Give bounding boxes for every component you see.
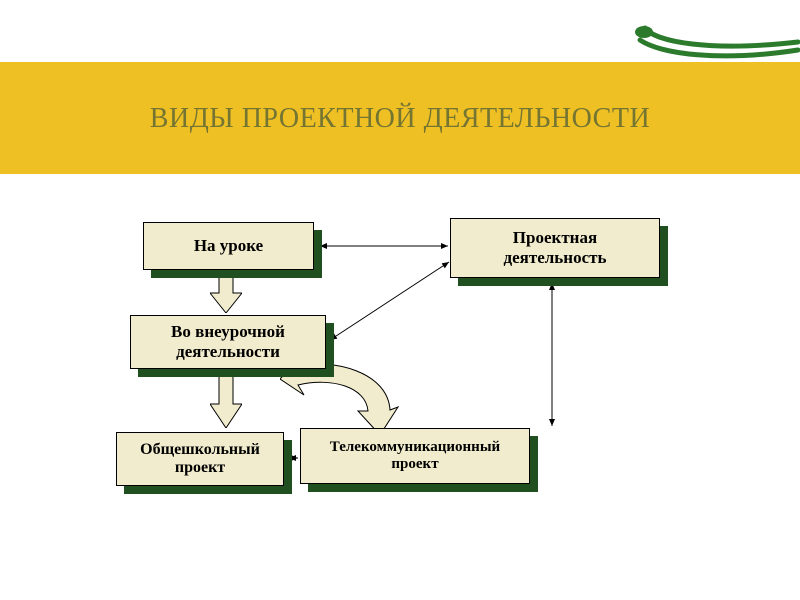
block-arrow-lesson-extra [210,273,242,313]
node-school-project: Общешкольный проект [116,432,284,486]
node-project-label: Проектная деятельность [504,228,607,267]
node-extracurricular: Во внеурочной деятельности [130,315,326,369]
slide-root: ВИДЫ ПРОЕКТНОЙ ДЕЯТЕЛЬНОСТИ [0,0,800,600]
edge-extra-project [330,262,449,340]
node-lesson: На уроке [143,222,314,270]
node-lesson-label: На уроке [194,236,263,256]
slide-title: ВИДЫ ПРОЕКТНОЙ ДЕЯТЕЛЬНОСТИ [150,101,650,136]
node-project: Проектная деятельность [450,218,660,278]
block-arrow-extra-school [210,372,242,428]
node-telecom-project-label: Телекоммуникационный проект [330,439,500,474]
node-extracurricular-label: Во внеурочной деятельности [171,322,285,361]
node-school-project-label: Общешкольный проект [140,441,260,478]
node-telecom-project: Телекоммуникационный проект [300,428,530,484]
title-bar: ВИДЫ ПРОЕКТНОЙ ДЕЯТЕЛЬНОСТИ [0,62,800,174]
